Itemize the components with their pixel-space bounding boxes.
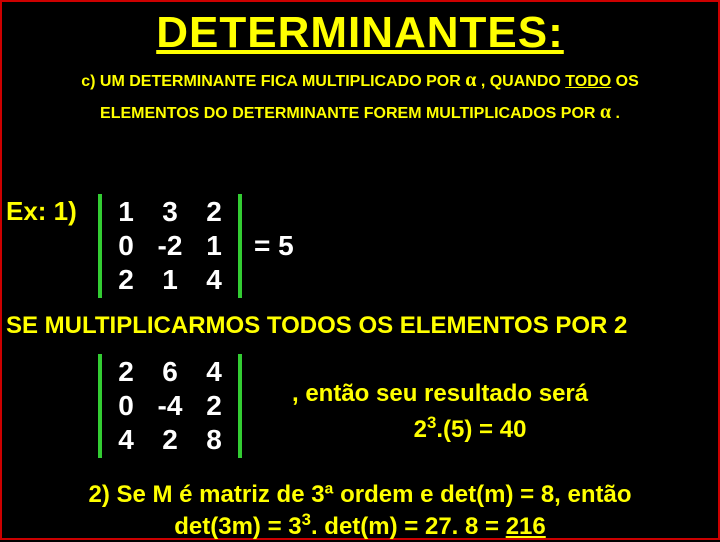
slide-frame: DETERMINANTES: c) UM DETERMINANTE FICA M… [0, 0, 720, 540]
rule-todo: TODO [565, 73, 611, 90]
m2-c5: 2 [200, 390, 228, 422]
det-bar-right [238, 194, 242, 298]
alpha-symbol-1: α [465, 69, 476, 91]
det-bar-right-2 [238, 354, 242, 458]
m2-c4: -4 [156, 390, 184, 422]
footer-l1: 2) Se M é matriz de 3ª ordem e det(m) = … [88, 481, 631, 508]
m2-c7: 2 [156, 424, 184, 456]
m2-c0: 2 [112, 356, 140, 388]
m1-c4: -2 [156, 230, 184, 262]
matrix-1-result: = 5 [254, 230, 294, 262]
m1-c0: 1 [112, 196, 140, 228]
m1-c6: 2 [112, 264, 140, 296]
m2-c2: 4 [200, 356, 228, 388]
m1-c1: 3 [156, 196, 184, 228]
footer-l2-pre: det(3m) = 3 [174, 513, 301, 540]
result-line1: , então seu resultado será [292, 380, 588, 407]
rule-text: c) UM DETERMINANTE FICA MULTIPLICADO POR… [2, 60, 718, 134]
m1-c3: 0 [112, 230, 140, 262]
footer-l2-mid: . det(m) = 27. 8 = [311, 513, 506, 540]
result-l2-post: .(5) = 40 [436, 416, 526, 443]
result-l2-pre: 2 [414, 416, 427, 443]
result-l2-sup: 3 [427, 413, 436, 432]
m2-c8: 8 [200, 424, 228, 456]
rule-part3: OS [611, 73, 639, 90]
m2-c1: 6 [156, 356, 184, 388]
matrix-2: 2 6 4 0 -4 2 4 2 8 [98, 354, 242, 458]
rule-line2a: ELEMENTOS DO DETERMINANTE FOREM MULTIPLI… [100, 105, 600, 122]
m2-c6: 4 [112, 424, 140, 456]
matrix-1: 1 3 2 0 -2 1 2 1 4 = 5 [98, 194, 294, 298]
m1-c7: 1 [156, 264, 184, 296]
rule-part2: , QUANDO [476, 73, 565, 90]
slide-title: DETERMINANTES: [2, 8, 718, 58]
mid-text: SE MULTIPLICARMOS TODOS OS ELEMENTOS POR… [6, 312, 627, 340]
footer-l2-ans: 216 [506, 513, 546, 540]
footer-l2-sup: 3 [302, 510, 311, 529]
m1-c2: 2 [200, 196, 228, 228]
result-line2: 23.(5) = 40 [292, 411, 588, 447]
example-label: Ex: 1) [6, 196, 77, 227]
rule-part1: c) UM DETERMINANTE FICA MULTIPLICADO POR [81, 73, 465, 90]
alpha-symbol-2: α [600, 101, 611, 123]
m1-c8: 4 [200, 264, 228, 296]
footer-text: 2) Se M é matriz de 3ª ordem e det(m) = … [2, 480, 718, 542]
rule-line2b: . [611, 105, 620, 122]
matrix-2-grid: 2 6 4 0 -4 2 4 2 8 [102, 354, 238, 458]
m2-c3: 0 [112, 390, 140, 422]
m1-c5: 1 [200, 230, 228, 262]
result-text: , então seu resultado será 23.(5) = 40 [292, 377, 588, 446]
matrix-1-grid: 1 3 2 0 -2 1 2 1 4 [102, 194, 238, 298]
